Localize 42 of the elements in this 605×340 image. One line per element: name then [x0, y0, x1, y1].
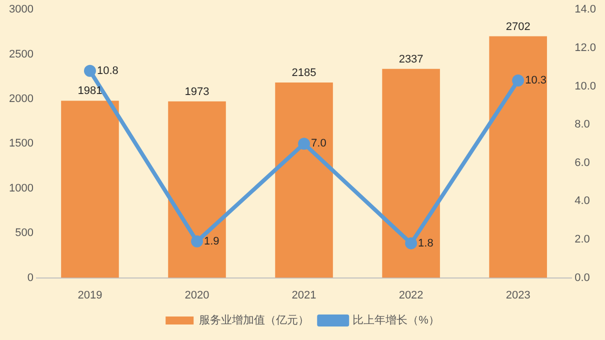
- data-label: 7.0: [311, 138, 326, 150]
- y2-tick-label: 2.0: [574, 234, 590, 246]
- bar: [275, 82, 333, 278]
- x-tick-label: 2023: [506, 289, 530, 302]
- data-label: 1973: [184, 86, 210, 98]
- y-tick-label: 0: [27, 272, 34, 284]
- y2-tick-label: 0.0: [574, 272, 590, 284]
- point: [84, 64, 96, 77]
- data-label: 2337: [398, 53, 424, 66]
- x-tick-label: 2021: [292, 289, 316, 302]
- y-tick-label: 2500: [8, 48, 34, 60]
- point: [512, 74, 524, 86]
- bar: [382, 68, 440, 278]
- data-label: 2185: [292, 66, 316, 79]
- x-tick-label: 2020: [184, 289, 210, 302]
- data-label: 2702: [506, 20, 530, 33]
- x-tick-label: 2019: [78, 289, 102, 302]
- bar: [168, 101, 226, 278]
- y-tick-label: 500: [15, 227, 34, 240]
- y2-tick-label: 14.0: [574, 4, 596, 16]
- point: [298, 138, 310, 150]
- point: [405, 237, 418, 250]
- y2-tick-label: 4.0: [574, 195, 590, 208]
- y-tick-label: 3000: [8, 4, 34, 16]
- data-label: 1.9: [204, 235, 220, 248]
- y-tick-label: 1500: [8, 138, 34, 150]
- point: [191, 235, 204, 248]
- data-label: 1981: [78, 85, 102, 98]
- data-label: 10.3: [525, 74, 546, 87]
- bar: [61, 100, 119, 278]
- y-tick-label: 2000: [8, 93, 34, 106]
- data-label: 1.8: [418, 237, 434, 250]
- y2-tick-label: 12.0: [574, 42, 596, 54]
- bar: [489, 36, 547, 278]
- y2-tick-label: 6.0: [574, 156, 590, 169]
- legend-label: 服务业增加值（亿元）: [199, 314, 310, 327]
- y-tick-label: 1000: [8, 182, 34, 194]
- y2-tick-label: 8.0: [574, 118, 590, 131]
- x-tick-label: 2022: [398, 289, 424, 302]
- legend-label: 比上年增长（%）: [352, 314, 440, 327]
- data-label: 10.8: [96, 64, 118, 77]
- y2-tick-label: 10.0: [574, 80, 596, 92]
